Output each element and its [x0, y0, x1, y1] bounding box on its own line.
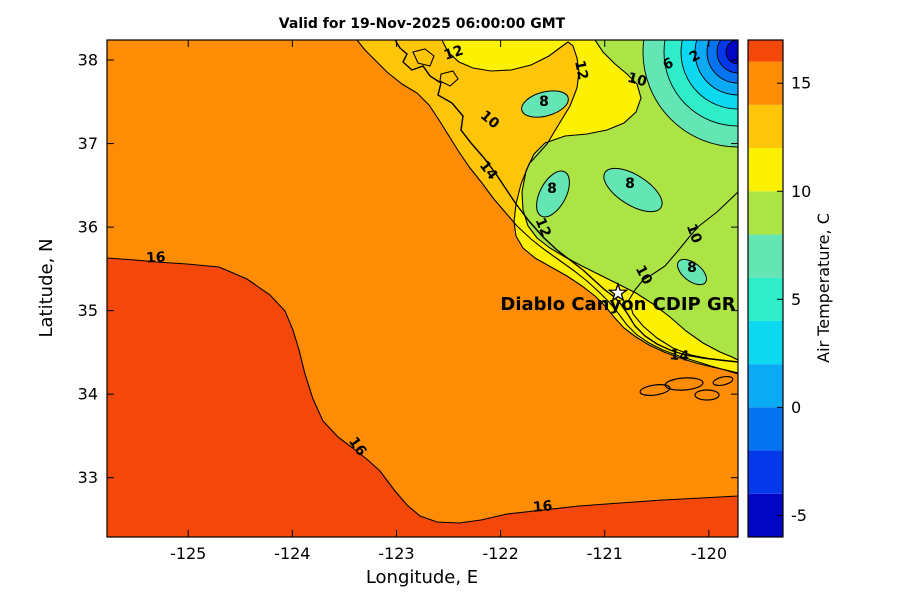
colorbar-band [748, 104, 783, 149]
x-tick-label: -121 [587, 544, 623, 563]
x-axis-label: Longitude, E [366, 567, 478, 588]
contour-line-c14 [356, 40, 738, 375]
y-tick-label: 34 [78, 385, 98, 404]
cold-core-ring [725, 40, 738, 65]
island-outline [712, 375, 734, 387]
island-outline [639, 384, 671, 396]
ticks-layer: -125 -124 -123 -122 -121 -120 33 34 35 36 37 38 [78, 40, 738, 563]
x-tick-label: -125 [170, 544, 206, 563]
colorbar-label: Air Temperature, C [814, 213, 833, 363]
contour-label-16: 16 [532, 498, 553, 516]
contour-line-c10 [521, 40, 738, 361]
contour-label-14: 14 [669, 347, 690, 365]
y-tick-label: 33 [78, 468, 98, 487]
station-marker-star [607, 282, 629, 302]
colorbar-band [748, 40, 783, 62]
contour-label-12: 12 [442, 43, 465, 64]
contour-label-8: 8 [539, 94, 549, 110]
colorbar-band [748, 364, 783, 408]
contour-label-8: 8 [625, 176, 635, 192]
coastline [394, 40, 738, 363]
contour-line-s10 [628, 191, 738, 362]
temp-region-warm-over-16 [107, 258, 738, 537]
bay-outline [412, 48, 435, 67]
colorbar: 15 10 5 0 -5 [747, 39, 811, 538]
x-tick-label: -124 [274, 544, 310, 563]
y-axis-label: Latitude, N [36, 239, 57, 338]
x-tick-label: -122 [482, 544, 518, 563]
station-label: Diablo Canyon CDIP GR [500, 294, 735, 315]
colorbar-band [748, 407, 783, 451]
y-tick-label: 38 [78, 51, 98, 70]
contour-label-8: 8 [547, 181, 557, 197]
cool-pocket [521, 90, 569, 118]
contour-label-10: 10 [626, 70, 649, 91]
bay-outline [439, 70, 459, 87]
contour-label-16: 16 [146, 250, 166, 267]
contour-label-8: 8 [687, 260, 697, 276]
island-outline [694, 389, 720, 401]
colorbar-band [748, 234, 783, 278]
contour-label-10: 10 [683, 222, 705, 246]
cool-pocket [677, 258, 707, 286]
colorbar-tick-label: 15 [791, 74, 811, 93]
island-outline [664, 377, 704, 391]
colorbar-tick-label: -5 [791, 506, 807, 525]
plot-border [106, 39, 739, 538]
colorbar-band [748, 320, 783, 365]
colorbar-tick-label: 0 [791, 398, 801, 417]
x-tick-label: -123 [378, 544, 414, 563]
colorbar-border [747, 39, 784, 538]
x-tick-label: -120 [691, 544, 727, 563]
plot-title: Valid for 19-Nov-2025 06:00:00 GMT [279, 16, 566, 32]
y-tick-label: 36 [78, 218, 98, 237]
contour-label-12: 12 [571, 59, 591, 81]
y-tick-label: 35 [78, 301, 98, 320]
cool-pocket [536, 170, 570, 218]
colorbar-tick-label: 5 [791, 290, 801, 309]
colorbar-tick-label: 10 [791, 182, 811, 201]
colorbar-band [748, 450, 783, 494]
colorbar-band [748, 191, 783, 235]
colorbar-band [748, 148, 783, 192]
y-tick-label: 37 [78, 134, 98, 153]
contour-line-c16 [107, 257, 738, 524]
contour-label-12: 12 [532, 215, 554, 239]
cool-pocket [603, 167, 663, 213]
